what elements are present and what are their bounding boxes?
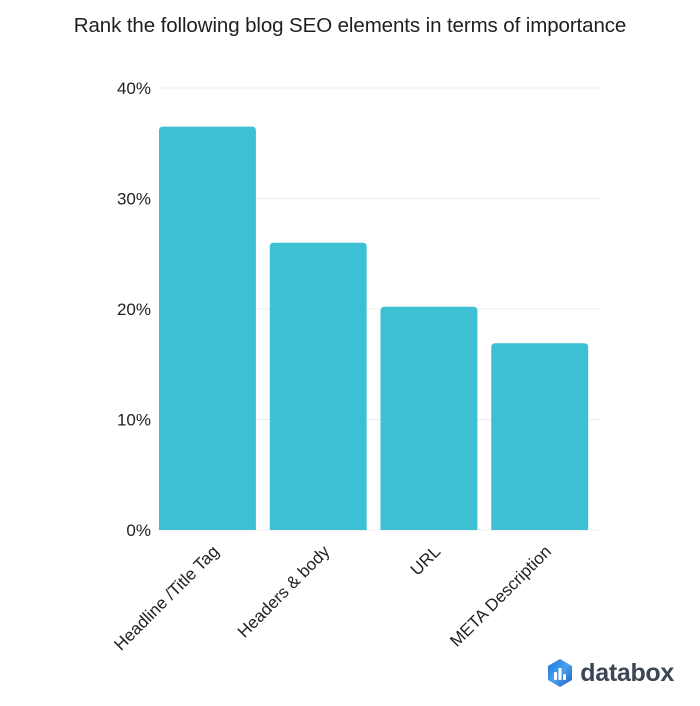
y-axis-ticks: 0% 10% 20% 30% 40%	[117, 79, 151, 540]
x-tick-label: Headline /Title Tag	[110, 542, 222, 654]
bar	[380, 306, 478, 530]
y-tick-label: 10%	[117, 411, 151, 430]
y-tick-label: 20%	[117, 300, 151, 319]
databox-logo-icon	[548, 659, 573, 687]
bar	[269, 242, 367, 530]
databox-logo: databox	[546, 658, 674, 688]
x-tick-label: URL	[407, 542, 444, 579]
databox-logo-text: databox	[580, 658, 674, 687]
bar	[491, 343, 589, 530]
x-tick-label: Headers & body	[234, 542, 334, 642]
y-tick-label: 30%	[117, 190, 151, 209]
y-tick-label: 0%	[126, 521, 151, 540]
x-axis-ticks: Headline /Title Tag Headers & body URL META…	[110, 542, 555, 655]
x-tick-label: META Description	[446, 542, 555, 651]
chart-title: Rank the following blog SEO elements in …	[73, 14, 627, 37]
y-tick-label: 40%	[117, 79, 151, 98]
bar	[159, 126, 256, 531]
bars	[159, 126, 589, 531]
